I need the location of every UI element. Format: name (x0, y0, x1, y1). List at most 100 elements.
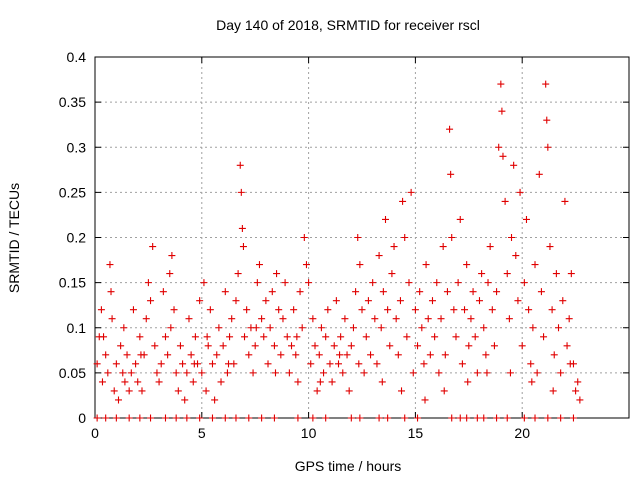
data-point (384, 414, 392, 422)
data-point (147, 414, 155, 422)
data-point (499, 152, 507, 160)
data-point (514, 297, 522, 305)
data-point (137, 351, 145, 359)
data-point (264, 360, 272, 368)
data-point (379, 288, 387, 296)
data-point (345, 387, 353, 395)
data-point (480, 324, 488, 332)
data-point (283, 333, 291, 341)
data-point (120, 324, 128, 332)
data-point (401, 414, 409, 422)
data-point (241, 333, 249, 341)
data-point (305, 279, 313, 287)
data-point (181, 396, 189, 404)
data-point (483, 369, 491, 377)
data-point (107, 288, 115, 296)
data-point (196, 297, 204, 305)
data-point (309, 315, 317, 323)
data-point (292, 351, 300, 359)
data-point (566, 360, 574, 368)
data-point (228, 315, 236, 323)
data-point (322, 333, 330, 341)
data-point (557, 414, 565, 422)
data-point (488, 306, 496, 314)
data-point (358, 306, 366, 314)
data-point (183, 414, 191, 422)
data-point (399, 197, 407, 205)
data-point (543, 116, 551, 124)
data-point (253, 279, 261, 287)
data-point (232, 297, 240, 305)
data-point (426, 351, 434, 359)
data-point (203, 333, 211, 341)
data-point (252, 324, 260, 332)
data-point (550, 351, 558, 359)
data-point (102, 351, 110, 359)
data-point (127, 369, 135, 377)
data-point (484, 279, 492, 287)
data-point (157, 360, 165, 368)
data-point (281, 279, 289, 287)
grid (95, 57, 629, 418)
data-point (298, 324, 306, 332)
data-point (424, 315, 432, 323)
data-point (190, 360, 198, 368)
data-point (516, 188, 524, 196)
data-point (347, 414, 355, 422)
data-point (546, 243, 554, 251)
y-tick-label: 0.1 (67, 320, 87, 336)
data-point (341, 315, 349, 323)
data-point (544, 143, 552, 151)
data-point (102, 414, 110, 422)
x-tick-label: 20 (514, 425, 530, 441)
data-point (290, 306, 298, 314)
data-point (354, 234, 362, 241)
data-point (296, 288, 304, 296)
data-point (317, 324, 325, 332)
data-point (561, 197, 569, 205)
data-point (347, 342, 355, 350)
y-axis-label: SRMTID / TECUs (6, 183, 22, 293)
data-point (202, 387, 210, 395)
data-point (112, 414, 120, 422)
data-point (189, 378, 197, 386)
y-tick-label: 0.25 (59, 184, 86, 200)
x-tick-label: 15 (408, 425, 424, 441)
data-point (311, 342, 319, 350)
data-point (373, 360, 381, 368)
data-point (478, 270, 486, 278)
data-point (398, 387, 406, 395)
data-point (548, 306, 556, 314)
data-point (100, 333, 108, 341)
data-point (213, 351, 221, 359)
data-point (196, 414, 204, 422)
data-point (529, 324, 537, 332)
data-point (467, 315, 475, 323)
data-point (134, 378, 142, 386)
x-tick-label: 0 (91, 425, 99, 441)
data-point (525, 306, 533, 314)
data-point (217, 378, 225, 386)
data-point (403, 333, 411, 341)
data-point (473, 369, 481, 377)
data-point (258, 414, 266, 422)
data-point (104, 369, 112, 377)
data-point (452, 333, 460, 341)
data-point (454, 279, 462, 287)
data-point (390, 243, 398, 251)
data-point (506, 369, 514, 377)
data-point (420, 360, 428, 368)
data-point (335, 360, 343, 368)
x-tick-label: 5 (198, 425, 206, 441)
data-point (172, 369, 180, 377)
data-point (114, 396, 122, 404)
data-point (527, 360, 535, 368)
data-point (352, 288, 360, 296)
data-point (498, 107, 506, 115)
y-tick-label: 0.3 (67, 139, 87, 155)
data-point (576, 396, 584, 404)
data-point (332, 297, 340, 305)
data-point (471, 333, 479, 341)
data-point (569, 414, 577, 422)
data-point (433, 279, 441, 287)
